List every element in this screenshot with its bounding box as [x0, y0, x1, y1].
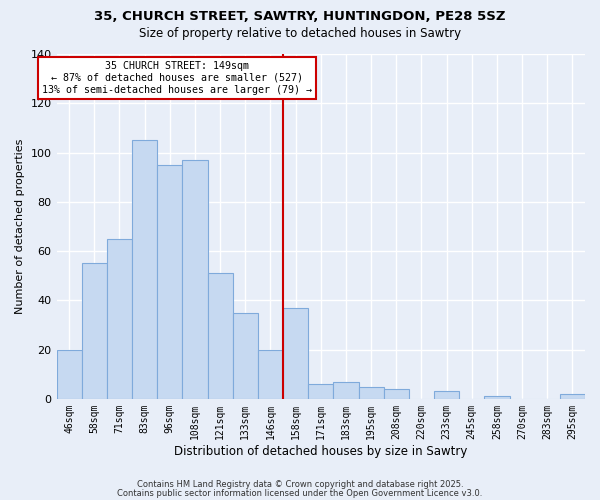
- Bar: [107, 238, 132, 399]
- Text: 35 CHURCH STREET: 149sqm
← 87% of detached houses are smaller (527)
13% of semi-: 35 CHURCH STREET: 149sqm ← 87% of detach…: [43, 62, 313, 94]
- Text: 35, CHURCH STREET, SAWTRY, HUNTINGDON, PE28 5SZ: 35, CHURCH STREET, SAWTRY, HUNTINGDON, P…: [94, 10, 506, 23]
- Bar: [383, 389, 409, 399]
- Bar: [484, 396, 509, 399]
- Bar: [233, 312, 258, 399]
- Bar: [132, 140, 157, 399]
- Text: Size of property relative to detached houses in Sawtry: Size of property relative to detached ho…: [139, 28, 461, 40]
- Text: Contains HM Land Registry data © Crown copyright and database right 2025.: Contains HM Land Registry data © Crown c…: [137, 480, 463, 489]
- Bar: [283, 308, 308, 399]
- Bar: [560, 394, 585, 399]
- Y-axis label: Number of detached properties: Number of detached properties: [15, 138, 25, 314]
- Bar: [359, 386, 383, 399]
- Bar: [434, 392, 459, 399]
- Bar: [258, 350, 283, 399]
- Bar: [308, 384, 334, 399]
- Bar: [56, 350, 82, 399]
- Text: Contains public sector information licensed under the Open Government Licence v3: Contains public sector information licen…: [118, 488, 482, 498]
- Bar: [182, 160, 208, 399]
- Bar: [157, 165, 182, 399]
- Bar: [334, 382, 359, 399]
- Bar: [208, 273, 233, 399]
- Bar: [82, 264, 107, 399]
- X-axis label: Distribution of detached houses by size in Sawtry: Distribution of detached houses by size …: [174, 444, 467, 458]
